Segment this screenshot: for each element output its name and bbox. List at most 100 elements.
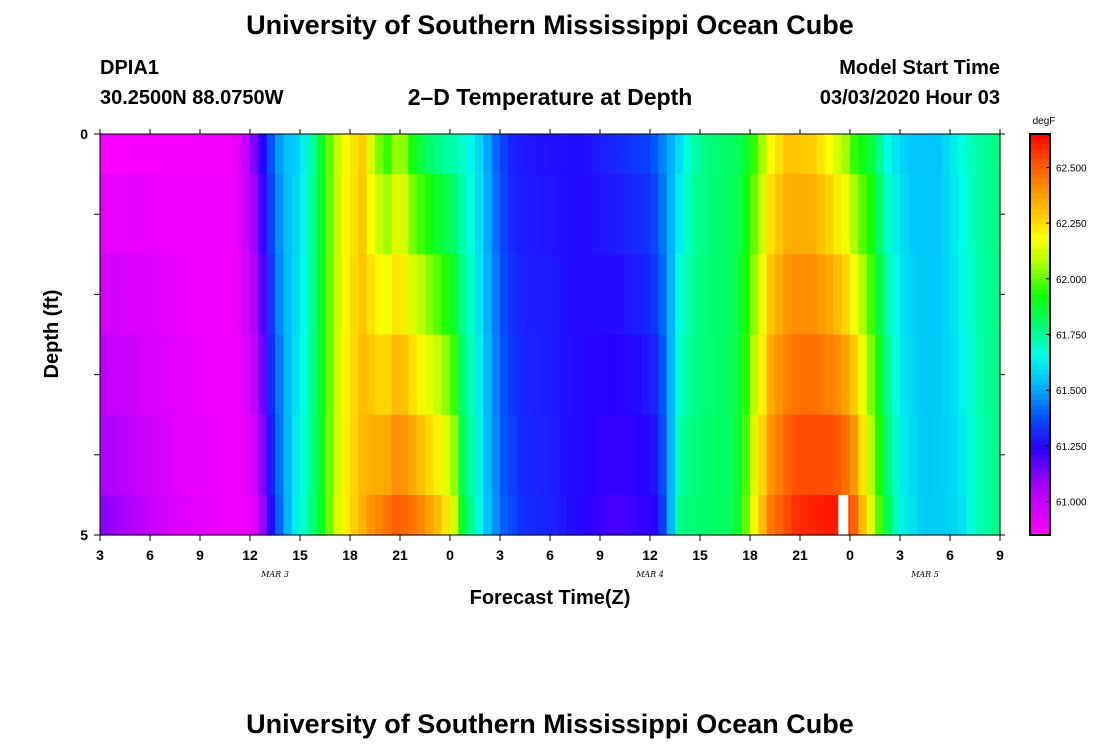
colorbar-segment — [1030, 414, 1050, 421]
heatmap-cell — [341, 334, 351, 416]
heatmap-cell — [600, 254, 609, 336]
heatmap-cell — [733, 494, 743, 536]
heatmap-cell — [833, 414, 843, 496]
heatmap-cell — [116, 174, 126, 255]
colorbar-segment — [1030, 314, 1050, 321]
colorbar-segment — [1030, 509, 1050, 516]
heatmap-cell — [916, 334, 926, 416]
heatmap-cell — [516, 414, 526, 496]
heatmap-cell — [891, 414, 901, 496]
heatmap-cell — [441, 174, 451, 255]
colorbar-segment — [1030, 454, 1050, 461]
heatmap-cell — [875, 254, 884, 336]
colorbar-segment — [1030, 354, 1050, 361]
heatmap-cell — [783, 414, 793, 496]
heatmap-cell — [433, 494, 443, 536]
heatmap-cell — [916, 414, 926, 496]
heatmap-cell — [141, 494, 151, 536]
heatmap-cell — [991, 254, 1001, 336]
x-axis: 3 6 9 12 15 18 21 0 3 6 9 12 15 18 21 0 3 6 9 MAR 3 MAR 4 MAR… — [96, 129, 1004, 579]
colorbar-segment — [1030, 494, 1050, 501]
heatmap-cell — [308, 254, 318, 336]
heatmap-cell — [883, 254, 893, 336]
colorbar: 61.000 61.250 61.500 61.750 62.000 62.250 62.5… — [1029, 133, 1087, 536]
heatmap-cell — [291, 494, 301, 536]
heatmap-cell — [758, 254, 768, 336]
heatmap-cell — [550, 334, 559, 416]
heatmap-cell — [516, 494, 526, 536]
heatmap-cell — [833, 254, 843, 336]
heatmap-cell — [566, 414, 576, 496]
heatmap-cell — [633, 494, 643, 536]
heatmap-cell — [208, 494, 218, 536]
heatmap-cell — [741, 134, 751, 175]
heatmap-cell — [200, 134, 209, 175]
heatmap-cell — [591, 254, 601, 336]
heatmap-cell — [258, 134, 268, 175]
heatmap-cell — [591, 414, 601, 496]
heatmap-cell — [516, 134, 526, 175]
x-tick-label: 6 — [546, 547, 554, 563]
heatmap-cell — [308, 134, 318, 175]
heatmap-cell — [308, 414, 318, 496]
heatmap-cell — [150, 414, 159, 496]
heatmap-cell — [783, 174, 793, 255]
heatmap-cell — [600, 134, 609, 175]
heatmap-cell — [350, 254, 359, 336]
heatmap-cell — [825, 254, 834, 336]
heatmap-cell — [575, 334, 584, 416]
heatmap-cell — [516, 334, 526, 416]
heatmap-cell — [958, 254, 968, 336]
colorbar-segment — [1030, 389, 1050, 396]
heatmap-cell — [141, 174, 151, 255]
heatmap-cell — [350, 134, 359, 175]
heatmap-cell — [483, 414, 493, 496]
heatmap-cell — [458, 254, 468, 336]
heatmap-cell — [483, 494, 493, 536]
heatmap-cell — [891, 334, 901, 416]
heatmap-cell — [283, 334, 293, 416]
heatmap-cell — [858, 134, 868, 175]
heatmap-cell — [708, 254, 718, 336]
heatmap-cell — [358, 494, 368, 536]
heatmap-cell — [350, 174, 359, 255]
heatmap-cell — [650, 254, 659, 336]
heatmap-cell — [525, 174, 534, 255]
heatmap-cell — [158, 414, 168, 496]
model-start-value: 03/03/2020 Hour 03 — [819, 87, 1000, 109]
heatmap-cell — [241, 494, 251, 536]
heatmap-cell — [250, 134, 259, 175]
heatmap-cell — [650, 134, 659, 175]
heatmap-cell — [391, 174, 401, 255]
heatmap-cell — [300, 134, 309, 175]
heatmap-cell — [866, 134, 876, 175]
colorbar-segment — [1030, 134, 1050, 140]
heatmap-cell — [850, 414, 859, 496]
heatmap-cell — [150, 134, 159, 175]
heatmap-cell — [566, 134, 576, 175]
heatmap-cell — [216, 254, 226, 336]
colorbar-segment — [1030, 184, 1050, 190]
heatmap-cell — [616, 134, 626, 175]
heatmap-cell — [275, 254, 284, 336]
heatmap-cell — [458, 334, 468, 416]
heatmap-cell — [225, 174, 234, 255]
heatmap-cell — [666, 134, 676, 175]
heatmap-cell — [191, 494, 201, 536]
heatmap-cell — [375, 334, 384, 416]
heatmap-cell — [366, 414, 376, 496]
heatmap-cell — [675, 134, 684, 175]
heatmap-cell — [158, 174, 168, 255]
x-tick-label: 12 — [642, 547, 658, 563]
colorbar-segment — [1030, 324, 1050, 331]
heatmap-cell — [125, 334, 134, 416]
heatmap-cell — [433, 254, 443, 336]
heatmap-cells — [100, 134, 1001, 536]
colorbar-tick-label: 61.750 — [1056, 331, 1087, 342]
heatmap-cell — [116, 134, 126, 175]
heatmap-cell — [416, 254, 426, 336]
colorbar-segment — [1030, 244, 1050, 250]
heatmap-cell — [341, 134, 351, 175]
heatmap-cell — [891, 134, 901, 175]
heatmap-cell — [625, 414, 634, 496]
